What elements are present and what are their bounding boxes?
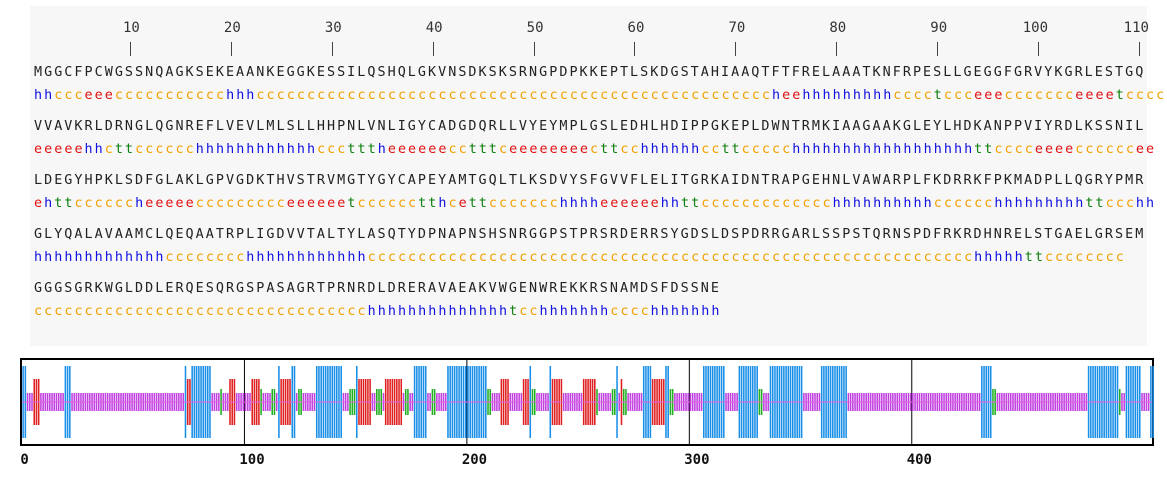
aa-sequence-line: LDEGYHPKLSDFGLAKLGPVGDKTHVSTRVMGTYGYCAPE…: [34, 173, 1146, 188]
ruler-tick-label: 80: [829, 20, 847, 36]
ss-prediction-line: eeeeehhcttcccccchhhhhhhhhhhhccctttheeeee…: [34, 142, 1157, 157]
ss-prediction-line: ccccccccccccccccccccccccccccccccchhhhhhh…: [34, 304, 722, 319]
ruler-tick-mark: [836, 42, 838, 56]
ruler-tick-mark: [634, 42, 636, 56]
ruler-tick-mark: [432, 42, 434, 56]
ruler-tick-label: 90: [930, 20, 948, 36]
ss-prediction-line: ehttccccccheeeeeccccccccceeeeeetcccccctt…: [34, 196, 1157, 211]
ruler-tick-label: 110: [1123, 20, 1149, 36]
aa-sequence-line: VVAVKRLDRNGLQGNREFLVEVLMLSLLHHPNLVNLIGYC…: [34, 119, 1146, 134]
track-axis-label: 400: [906, 452, 932, 468]
aa-sequence-line: GGGSGRKWGLDDLERQESQRGSPASAGRTPRNRDLDRERA…: [34, 281, 721, 296]
ruler-tick-mark: [533, 42, 535, 56]
secondary-structure-track: [20, 358, 1154, 446]
ruler-tick-label: 50: [526, 20, 544, 36]
track-axis-label: 200: [461, 452, 488, 468]
ruler-tick-label: 20: [223, 20, 241, 36]
ruler-tick-mark: [1038, 42, 1040, 56]
ss-residue-bar: [1152, 366, 1154, 438]
ruler-tick-mark: [1138, 42, 1140, 56]
track-axis-label: 300: [684, 452, 710, 468]
ss-prediction-line: hhhhhhhhhhhhhcccccccchhhhhhhhhhhhccccccc…: [34, 250, 1126, 265]
aa-sequence-line: MGGCFPCWGSSNQAGKSEKEAANKEGGKESSILQSHQLGK…: [34, 65, 1146, 80]
ruler-tick-mark: [735, 42, 737, 56]
ruler-tick-mark: [937, 42, 939, 56]
ruler-tick-label: 10: [123, 20, 140, 36]
track-axis: 0 100 200 300 400: [0, 452, 1167, 476]
ruler-tick-label: 60: [627, 20, 645, 36]
track-axis-label: 0: [20, 452, 29, 468]
ruler-tick-mark: [331, 42, 333, 56]
position-ruler: 10 20 30 40 50 60 70 80 90 100 110: [34, 20, 1149, 62]
aa-sequence-line: GLYQALAVAAMCLQEQAATRPLIGDVVTALTYLASQTYDP…: [34, 227, 1146, 242]
ruler-tick-mark: [129, 42, 131, 56]
ruler-tick-mark: [230, 42, 232, 56]
ruler-tick-label: 100: [1022, 20, 1049, 36]
ruler-tick-label: 30: [324, 20, 342, 36]
ruler-tick-label: 40: [425, 20, 443, 36]
ss-prediction-line: hhccceeeccccccccccchhhcccccccccccccccccc…: [34, 88, 1167, 103]
track-axis-label: 100: [239, 452, 265, 468]
sequence-panel: [30, 6, 1147, 346]
ruler-tick-label: 70: [728, 20, 746, 36]
